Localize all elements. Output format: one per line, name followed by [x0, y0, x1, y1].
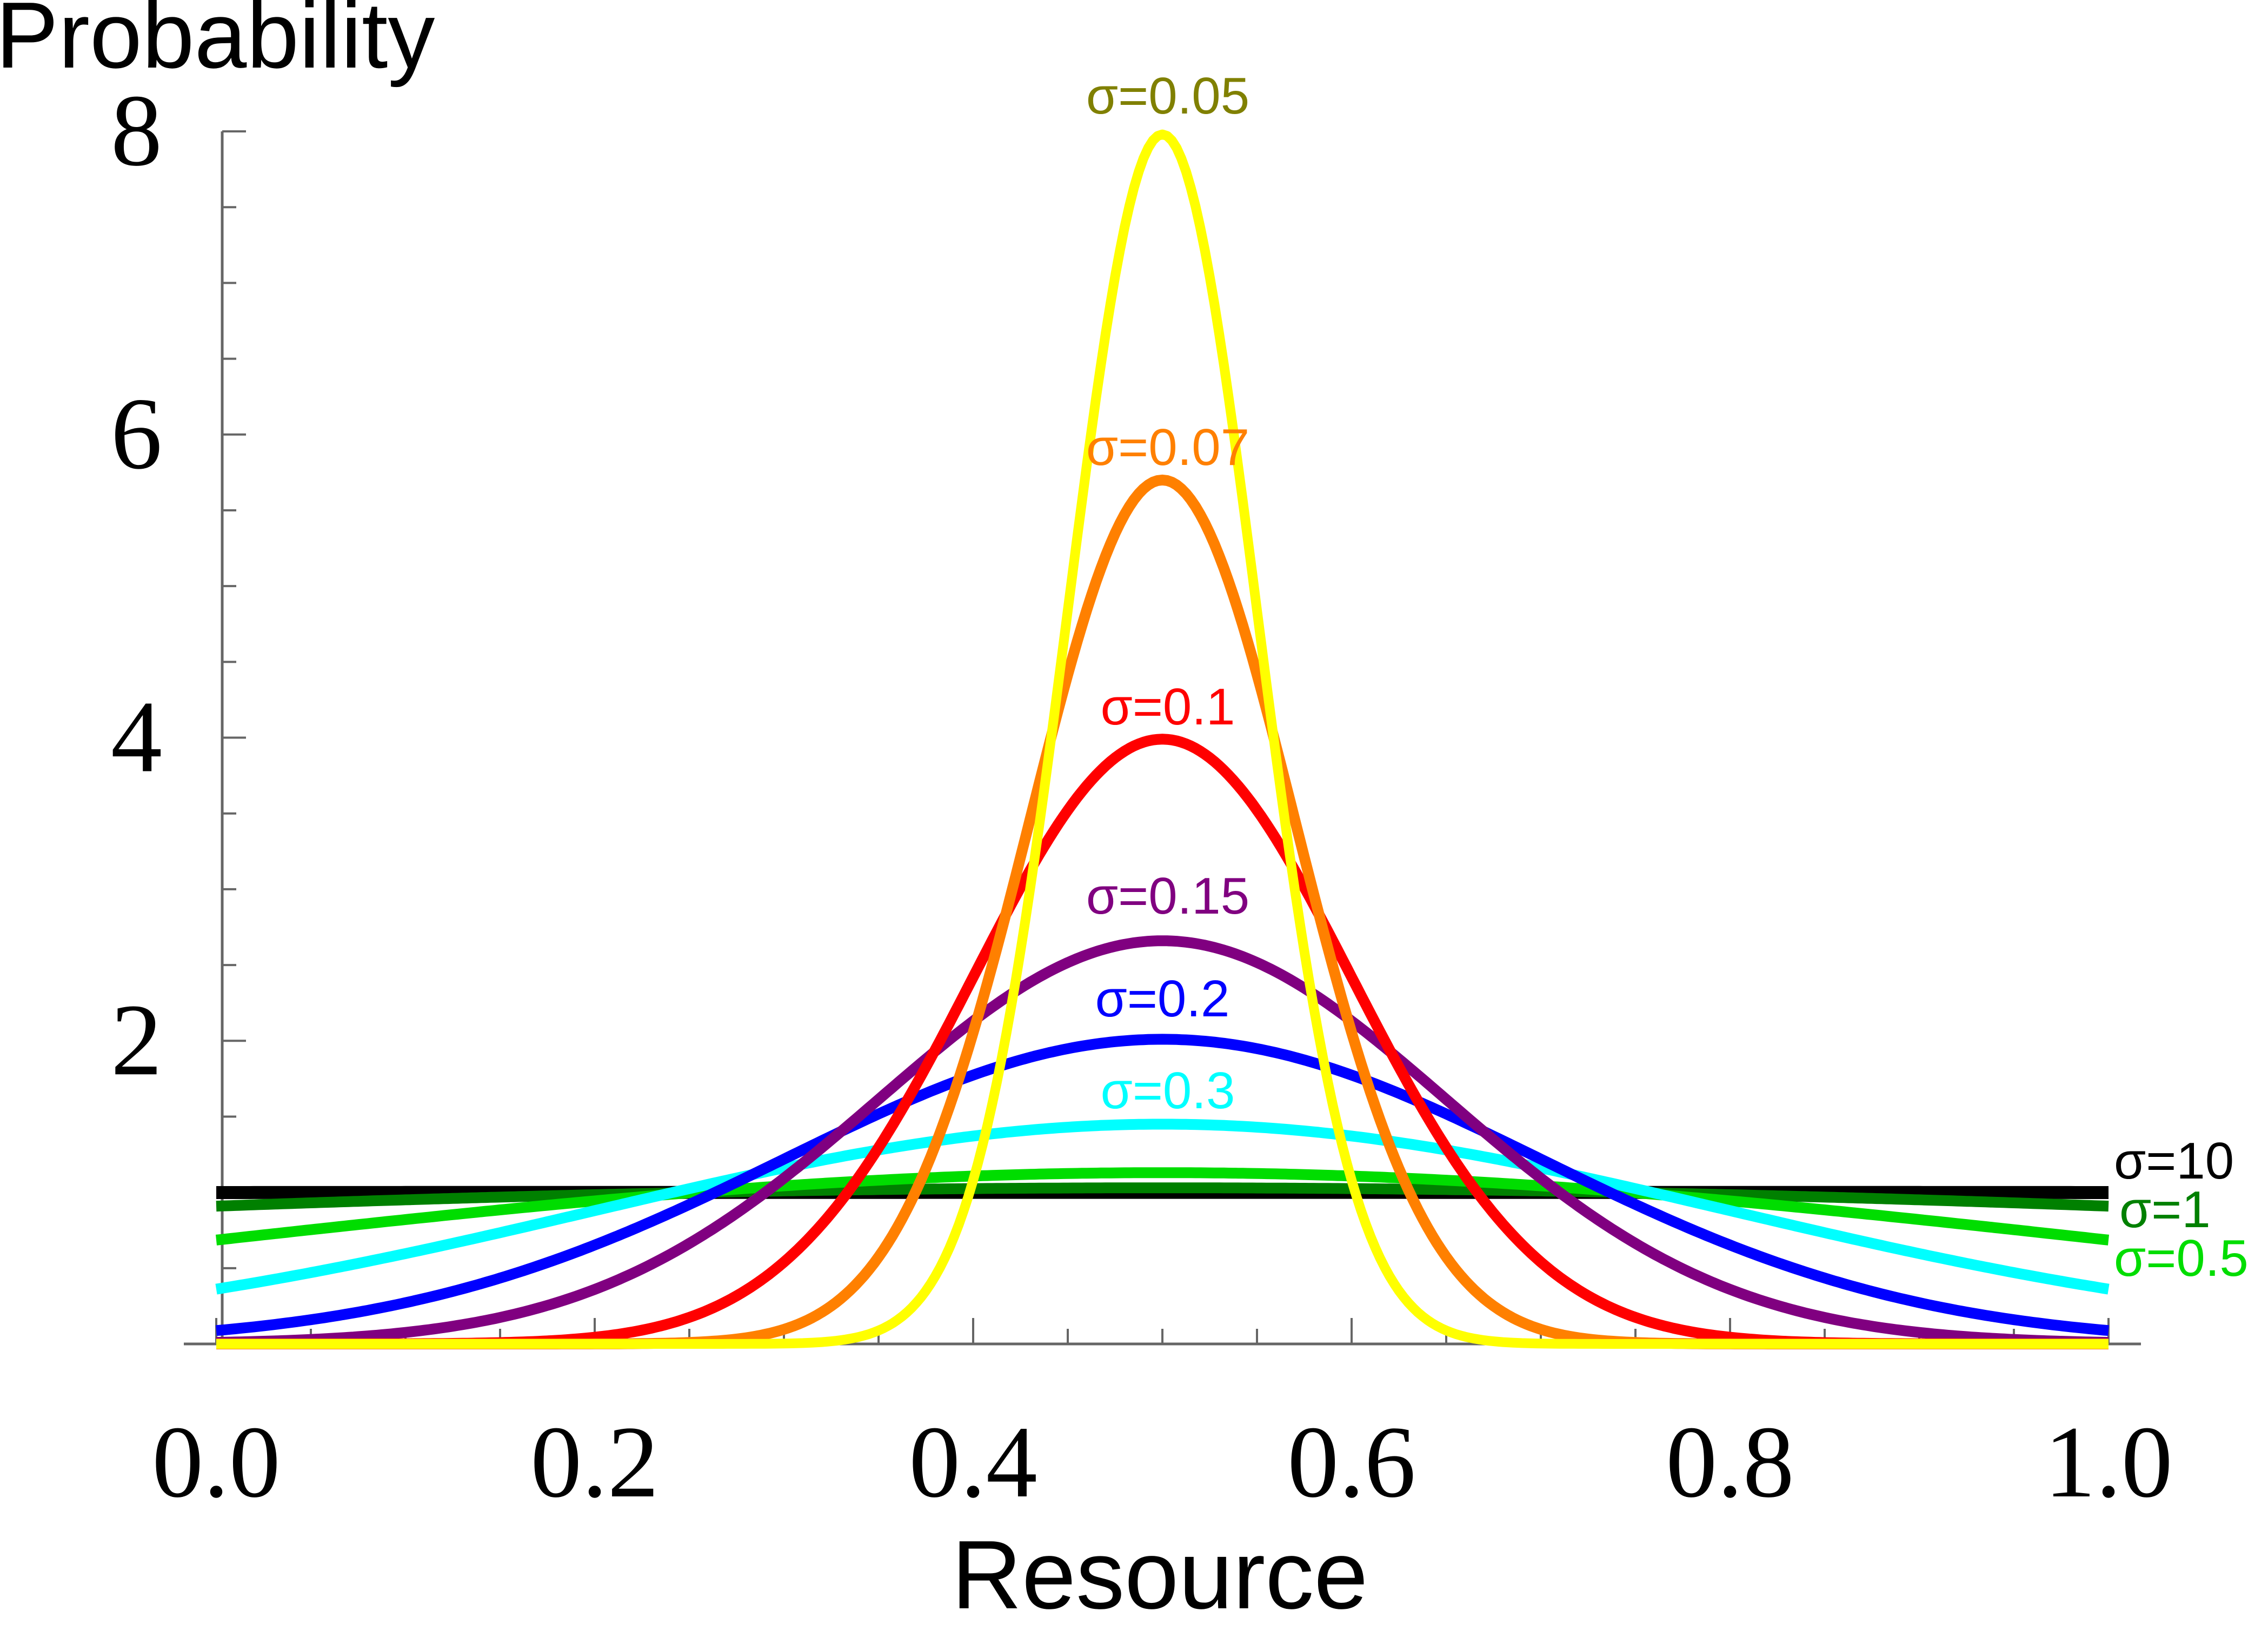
y-tick-label: 8 [111, 74, 162, 188]
x-tick-label: 0.0 [152, 1406, 281, 1519]
y-tick-label: 4 [111, 681, 162, 794]
x-tick-label: 0.2 [530, 1406, 659, 1519]
series-label-sigma-0-3: σ=0.3 [1101, 1062, 1235, 1120]
series-label-sigma-0-15: σ=0.15 [1086, 867, 1249, 925]
series-label-sigma-0-1: σ=0.1 [1101, 678, 1235, 736]
series-label-sigma-0-05: σ=0.05 [1086, 67, 1249, 125]
series-label-sigma-0-2: σ=0.2 [1095, 970, 1230, 1028]
series-label-sigma-0-07: σ=0.07 [1086, 418, 1249, 476]
series-group [216, 135, 2109, 1344]
series-label-sigma-10: σ=10 [2114, 1132, 2234, 1190]
x-tick-label: 0.6 [1287, 1406, 1416, 1519]
x-tick-label: 0.8 [1666, 1406, 1794, 1519]
y-tick-label: 6 [111, 377, 162, 491]
x-tick-label: 1.0 [2044, 1406, 2173, 1519]
x-tick-label: 0.4 [909, 1406, 1037, 1519]
y-tick-label: 2 [111, 983, 162, 1097]
